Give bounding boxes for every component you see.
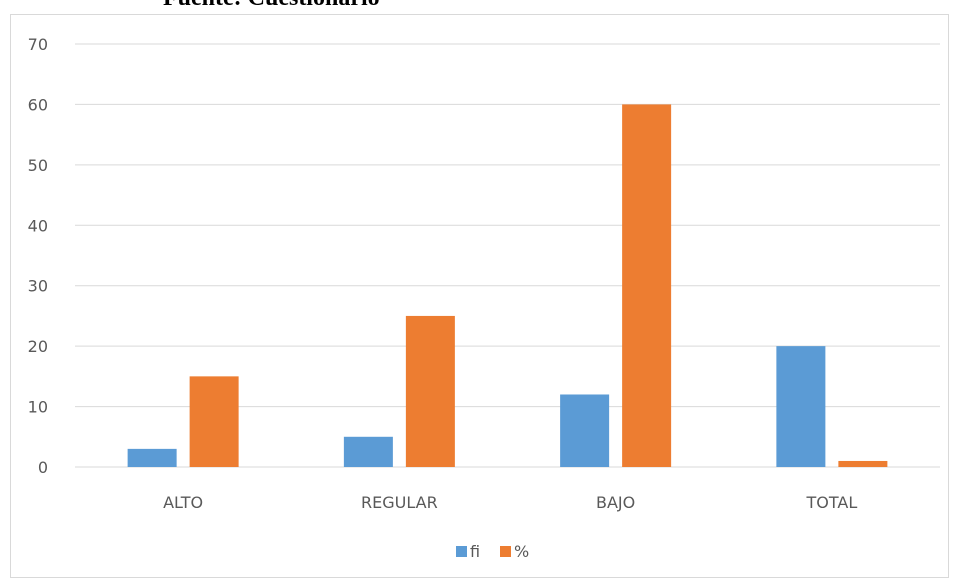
y-tick-label: 0 [38, 458, 48, 477]
legend-label: % [514, 542, 529, 561]
bars [127, 104, 888, 467]
bar-fi-total [776, 346, 826, 467]
chart-heading: Fuente: Cuestionario [163, 0, 380, 10]
legend: fi% [456, 542, 529, 561]
legend-label: fi [470, 542, 480, 561]
x-category-label: ALTO [163, 493, 203, 512]
y-tick-label: 60 [28, 95, 48, 114]
y-axis-ticks: 0 10 20 30 40 50 60 70 [28, 35, 48, 477]
bar-%-total [838, 460, 888, 467]
bar-fi-alto [127, 448, 177, 467]
x-category-label: TOTAL [805, 493, 857, 512]
bar-%-regular [405, 315, 455, 467]
bar-fi-regular [343, 436, 393, 467]
legend-swatch-1 [500, 546, 511, 557]
bar-fi-bajo [560, 394, 610, 467]
y-tick-label: 30 [28, 277, 48, 296]
y-tick-label: 70 [28, 35, 48, 54]
y-tick-label: 10 [28, 398, 48, 417]
chart-frame [10, 14, 949, 578]
legend-swatch-0 [456, 546, 467, 557]
y-tick-label: 50 [28, 156, 48, 175]
x-axis-labels: ALTO REGULAR BAJO TOTAL [163, 493, 857, 512]
bar-%-bajo [622, 104, 672, 467]
x-category-label: BAJO [596, 493, 635, 512]
bar-%-alto [189, 376, 239, 467]
y-tick-label: 40 [28, 216, 48, 235]
y-tick-label: 20 [28, 337, 48, 356]
x-category-label: REGULAR [361, 493, 438, 512]
